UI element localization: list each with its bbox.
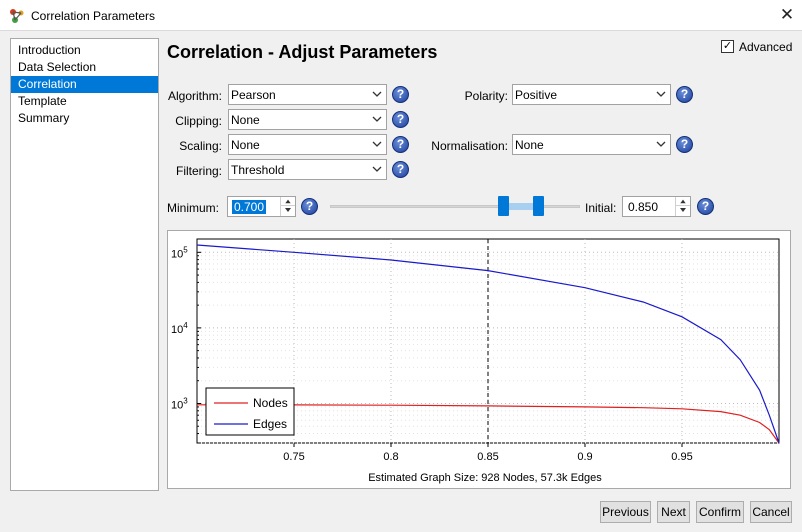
algorithm-help-icon[interactable]: ? [392, 86, 409, 103]
polarity-select[interactable]: Positive [512, 84, 671, 105]
x-tick-label: 0.75 [283, 451, 304, 463]
y-tick-label: 103 [171, 396, 188, 411]
nav-item-template[interactable]: Template [18, 94, 67, 108]
clipping-help-icon[interactable]: ? [392, 111, 409, 128]
nav-item-introduction[interactable]: Introduction [18, 43, 81, 57]
algorithm-label: Algorithm: [167, 89, 222, 103]
minimum-help-icon[interactable]: ? [301, 198, 318, 215]
x-axis-label: Estimated Graph Size: 928 Nodes, 57.3k E… [368, 472, 602, 484]
filtering-value: Threshold [231, 163, 285, 177]
threshold-slider-range [505, 203, 539, 210]
previous-button[interactable]: Previous [600, 501, 651, 523]
clipping-label: Clipping: [175, 114, 222, 128]
graph-size-plot[interactable]: 0.75 0.8 0.85 0.9 0.95 103 104 105 Nodes Edges Est… [167, 230, 791, 489]
normalisation-label: Normalisation: [431, 139, 508, 153]
algorithm-value: Pearson [231, 88, 276, 102]
threshold-slider-high-handle[interactable] [533, 196, 544, 216]
advanced-checkbox-box[interactable]: ✓ [721, 40, 734, 53]
scaling-select[interactable]: None [228, 134, 387, 155]
nav-item-summary[interactable]: Summary [18, 111, 70, 125]
normalisation-select[interactable]: None [512, 134, 671, 155]
confirm-button[interactable]: Confirm [696, 501, 744, 523]
advanced-label: Advanced [739, 40, 793, 54]
polarity-help-icon[interactable]: ? [676, 86, 693, 103]
polarity-value: Positive [515, 88, 558, 102]
polarity-label: Polarity: [464, 89, 508, 103]
threshold-slider-low-handle[interactable] [498, 196, 509, 216]
chevron-down-icon [656, 91, 666, 97]
x-tick-label: 0.95 [671, 451, 692, 463]
close-button[interactable]: ✕ [772, 0, 802, 31]
cancel-button[interactable]: Cancel [750, 501, 792, 523]
title-bar: Correlation Parameters ✕ [0, 0, 802, 31]
legend-label-edges: Edges [253, 417, 287, 431]
y-tick-label: 105 [171, 245, 188, 260]
filtering-help-icon[interactable]: ? [392, 161, 409, 178]
chevron-down-icon [372, 91, 382, 97]
x-tick-label: 0.85 [477, 451, 498, 463]
y-tick-label: 104 [171, 321, 188, 336]
graph-size-chart: 0.75 0.8 0.85 0.9 0.95 103 104 105 Nodes Edges Est… [171, 238, 780, 484]
scaling-value: None [231, 138, 260, 152]
window-title: Correlation Parameters [31, 9, 156, 23]
clipping-value: None [231, 113, 260, 127]
legend-label-nodes: Nodes [253, 396, 288, 410]
next-button[interactable]: Next [657, 501, 690, 523]
wizard-steps-list[interactable]: Introduction Data Selection Correlation Tem… [10, 38, 159, 491]
x-tick-label: 0.8 [383, 451, 398, 463]
filtering-label: Filtering: [175, 164, 222, 178]
initial-label: Initial: [585, 201, 617, 215]
threshold-slider-track[interactable] [330, 205, 580, 208]
nav-item-correlation[interactable]: Correlation [11, 76, 158, 93]
series-nodes-line [196, 404, 780, 444]
spin-up-icon[interactable] [281, 197, 295, 206]
initial-value[interactable]: 0.850 [628, 200, 659, 214]
chevron-down-icon [372, 141, 382, 147]
spin-down-icon[interactable] [281, 206, 295, 215]
chevron-down-icon [656, 141, 666, 147]
page-title: Correlation - Adjust Parameters [167, 42, 438, 62]
app-icon [10, 9, 24, 23]
normalisation-value: None [515, 138, 544, 152]
spin-up-icon[interactable] [676, 197, 690, 206]
scaling-help-icon[interactable]: ? [392, 136, 409, 153]
spin-down-icon[interactable] [676, 206, 690, 215]
minimum-spinbox[interactable]: 0.700 [227, 196, 296, 217]
chevron-down-icon [372, 166, 382, 172]
algorithm-select[interactable]: Pearson [228, 84, 387, 105]
minimum-value[interactable]: 0.700 [232, 200, 267, 214]
legend [205, 387, 295, 436]
chevron-down-icon [372, 116, 382, 122]
filtering-select[interactable]: Threshold [228, 159, 387, 180]
normalisation-help-icon[interactable]: ? [676, 136, 693, 153]
x-tick-label: 0.9 [577, 451, 592, 463]
initial-spinbox[interactable]: 0.850 [622, 196, 691, 217]
clipping-select[interactable]: None [228, 109, 387, 130]
scaling-label: Scaling: [179, 139, 222, 153]
nav-item-data-selection[interactable]: Data Selection [18, 60, 97, 74]
close-icon: ✕ [779, 5, 795, 24]
initial-help-icon[interactable]: ? [697, 198, 714, 215]
minimum-label: Minimum: [167, 201, 220, 215]
series-edges-line [196, 244, 780, 444]
